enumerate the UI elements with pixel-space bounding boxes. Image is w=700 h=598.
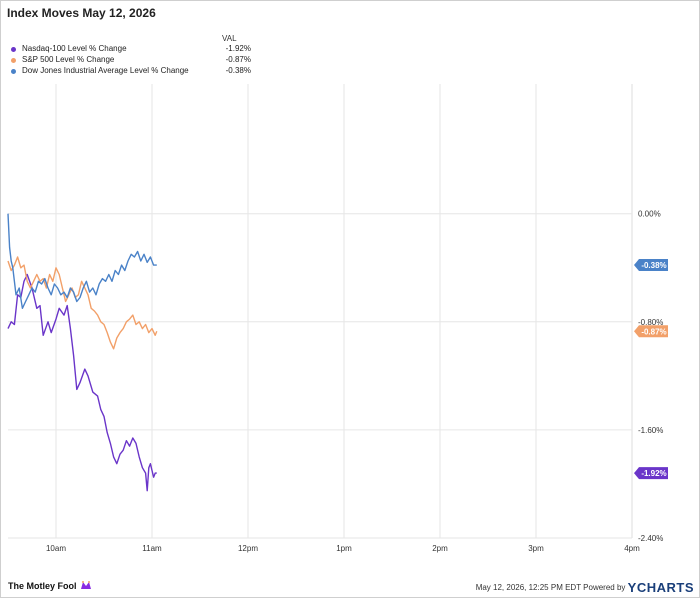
ycharts-logo: YCHARTS [627, 580, 694, 595]
motley-fool-logo: The Motley Fool [8, 581, 92, 591]
chart-title: Index Moves May 12, 2026 [7, 6, 156, 20]
legend-value-dow: -0.38% [225, 66, 251, 75]
end-value-label: -1.92% [641, 469, 666, 478]
x-tick-label: 2pm [432, 544, 448, 553]
footer-timestamp: May 12, 2026, 12:25 PM EDT [475, 583, 581, 592]
brand-name: The Motley Fool [8, 581, 77, 591]
x-tick-label: 1pm [336, 544, 352, 553]
x-tick-label: 10am [46, 544, 66, 553]
legend-value-nasdaq: -1.92% [225, 44, 251, 53]
end-value-label: -0.87% [641, 327, 666, 336]
series-line-2 [7, 213, 157, 309]
end-value-tag-bg [634, 325, 668, 338]
legend-item-nasdaq[interactable]: Nasdaq-100 Level % Change -1.92% [11, 44, 251, 55]
y-tick-label: 0.00% [638, 210, 661, 219]
x-tick-label: 11am [142, 544, 162, 553]
end-value-tag-bg [634, 259, 668, 272]
end-value-tag-bg [634, 467, 668, 480]
legend-dot-sp500 [11, 58, 16, 63]
axis-labels: 10am 11am 12pm 1pm 2pm 3pm 4pm 0.00% -0.80% -1.60… [46, 210, 668, 553]
x-tick-label: 12pm [238, 544, 258, 553]
legend-dot-dow [11, 69, 16, 74]
legend-value-header: VAL [222, 34, 237, 43]
series-line-1 [7, 256, 158, 350]
legend-item-dow[interactable]: Dow Jones Industrial Average Level % Cha… [11, 66, 251, 77]
series-line-0 [7, 273, 157, 492]
end-value-label: -0.38% [641, 261, 666, 270]
legend-dot-nasdaq [11, 47, 16, 52]
jester-hat-icon [81, 581, 92, 589]
legend: VAL Nasdaq-100 Level % Change -1.92% S&P… [0, 0, 700, 80]
end-value-tag-0: -1.92% [634, 467, 668, 480]
y-tick-label: -1.60% [638, 426, 663, 435]
end-value-tag-1: -0.87% [634, 325, 668, 338]
x-tick-label: 3pm [528, 544, 544, 553]
legend-name-sp500: S&P 500 Level % Change [22, 55, 115, 64]
y-tick-label: -0.80% [638, 318, 663, 327]
legend-name-dow: Dow Jones Industrial Average Level % Cha… [22, 66, 189, 75]
legend-item-sp500[interactable]: S&P 500 Level % Change -0.87% [11, 55, 251, 66]
legend-value-sp500: -0.87% [225, 55, 251, 64]
x-tick-label: 4pm [624, 544, 640, 553]
y-tick-label: -2.40% [638, 534, 663, 543]
footer-powered-by: Powered by [583, 583, 626, 592]
footer-credit: May 12, 2026, 12:25 PM EDT Powered by YC… [476, 580, 694, 595]
grid-lines [8, 84, 633, 539]
series-lines [7, 213, 158, 492]
legend-name-nasdaq: Nasdaq-100 Level % Change [22, 44, 127, 53]
end-value-tag-2: -0.38% [634, 259, 668, 272]
